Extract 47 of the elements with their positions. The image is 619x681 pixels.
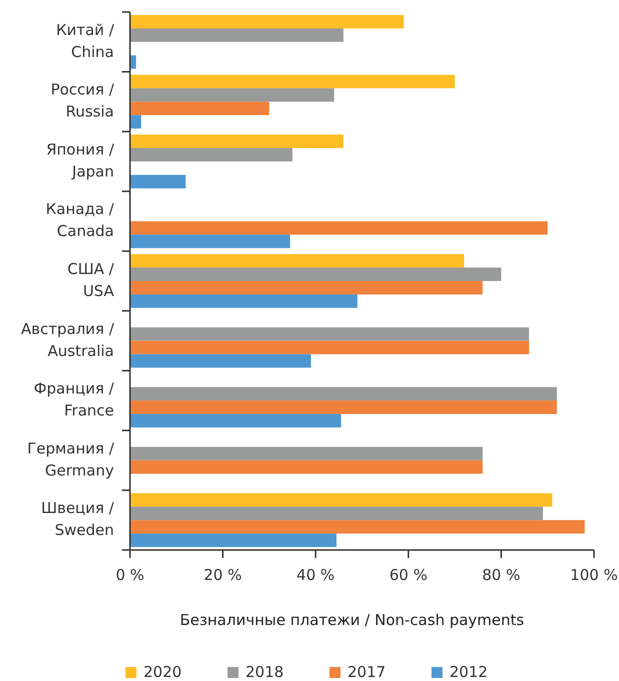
y-tick-label: Австралия / Australia (21, 320, 115, 360)
bar (130, 88, 334, 102)
bar (130, 234, 290, 248)
legend-label: 2017 (348, 663, 386, 681)
bar (130, 148, 292, 162)
bar (130, 14, 404, 28)
bar (130, 460, 483, 474)
x-tick-label: 60 % (389, 566, 428, 584)
bar (130, 387, 557, 401)
bar (130, 534, 336, 548)
bar (130, 414, 342, 428)
y-tick-label: Россия / Russia (50, 80, 115, 121)
x-axis-title: Безналичные платежи / Non-cash payments (180, 611, 524, 629)
bar (130, 400, 557, 414)
bar (130, 294, 358, 308)
x-tick-label: 40 % (296, 566, 335, 584)
y-tick-label: США / USA (67, 260, 115, 300)
bar (130, 134, 344, 148)
y-tick-label: Канада / Canada (46, 200, 115, 240)
bar (130, 115, 142, 129)
bar (130, 446, 483, 460)
bar (130, 268, 502, 281)
bar (130, 281, 483, 294)
bar (130, 174, 186, 188)
y-tick-label: Япония / Japan (46, 140, 115, 181)
legend-label: 2012 (450, 663, 488, 681)
bar (130, 74, 455, 88)
y-tick-label: Китай / China (56, 20, 115, 61)
legend-label: 2020 (144, 663, 182, 681)
bar (130, 28, 344, 42)
x-tick-label: 20 % (204, 566, 242, 584)
bar (130, 254, 464, 268)
y-tick-label: Швеция / Sweden (41, 499, 115, 540)
bar (130, 493, 552, 507)
bar (130, 102, 270, 116)
x-tick-label: 80 % (482, 566, 520, 584)
bar (130, 354, 311, 368)
x-tick-label: 0 % (116, 566, 144, 584)
y-tick-label: Франция / France (34, 380, 115, 420)
bar (130, 221, 548, 235)
bar (130, 506, 543, 520)
y-tick-label: Германия / Germany (27, 439, 115, 480)
bar (130, 340, 530, 354)
x-tick-label: 100 % (570, 566, 618, 584)
bar (130, 520, 585, 534)
legend-label: 2018 (246, 663, 284, 681)
bar (130, 327, 530, 341)
